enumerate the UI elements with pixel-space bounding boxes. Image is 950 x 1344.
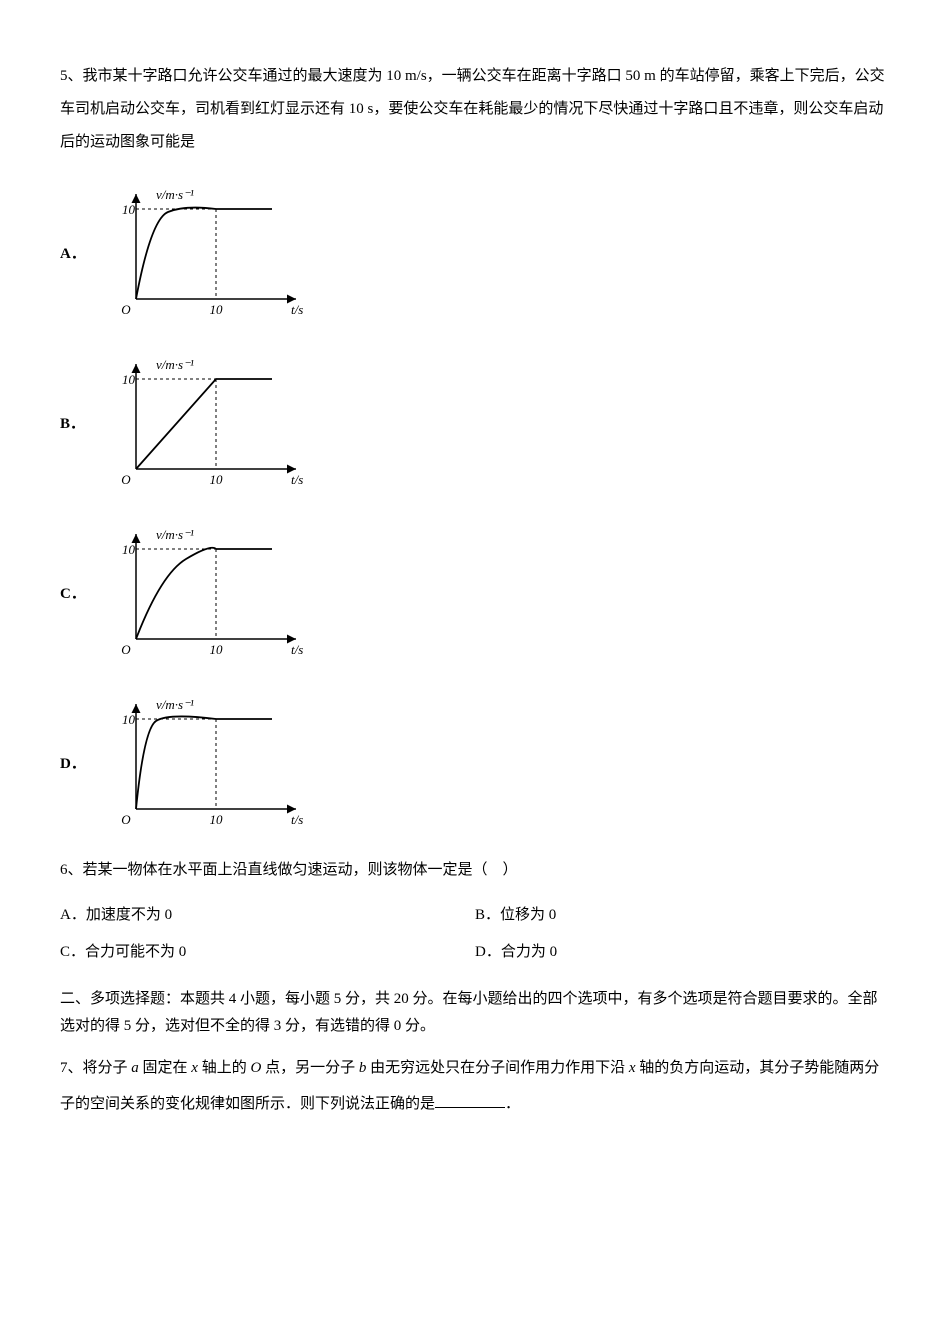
- q7-o: O: [250, 1060, 261, 1076]
- svg-text:10: 10: [210, 642, 224, 657]
- q5-option-a-label: A．: [60, 241, 88, 268]
- svg-text:t/s: t/s: [291, 642, 303, 657]
- svg-text:10: 10: [122, 202, 136, 217]
- svg-text:t/s: t/s: [291, 472, 303, 487]
- q7-blank: [435, 1107, 505, 1108]
- svg-text:v/m·s⁻¹: v/m·s⁻¹: [156, 187, 194, 202]
- svg-text:10: 10: [210, 302, 224, 317]
- q5-chart-d: O v/m·s⁻¹ t/s 10 10: [96, 689, 316, 839]
- svg-text:10: 10: [122, 372, 136, 387]
- q5-option-a-row: A． O v/m·s⁻¹ t/s 10 10: [60, 174, 890, 334]
- q5-chart-b: O v/m·s⁻¹ t/s 10 10: [96, 349, 316, 499]
- q6-option-a: A．加速度不为 0: [60, 902, 475, 929]
- q5-chart-c: O v/m·s⁻¹ t/s 10 10: [96, 519, 316, 669]
- q7-x2: x: [629, 1060, 636, 1076]
- svg-text:v/m·s⁻¹: v/m·s⁻¹: [156, 697, 194, 712]
- q7-p2: 固定在: [139, 1060, 192, 1076]
- svg-text:10: 10: [122, 542, 136, 557]
- section2-header: 二、多项选择题：本题共 4 小题，每小题 5 分，共 20 分。在每小题给出的四…: [60, 986, 890, 1040]
- q5-option-b-label: B．: [60, 411, 88, 438]
- q7-x: x: [191, 1060, 198, 1076]
- svg-text:10: 10: [210, 472, 224, 487]
- svg-text:10: 10: [122, 712, 136, 727]
- q6-option-c: C．合力可能不为 0: [60, 939, 475, 966]
- q5-text: 5、我市某十字路口允许公交车通过的最大速度为 10 m/s，一辆公交车在距离十字…: [60, 60, 890, 159]
- q5-option-d-row: D． O v/m·s⁻¹ t/s 10 10: [60, 684, 890, 844]
- svg-text:t/s: t/s: [291, 812, 303, 827]
- svg-text:v/m·s⁻¹: v/m·s⁻¹: [156, 527, 194, 542]
- q7-p4: 点，另一分子: [261, 1060, 359, 1076]
- svg-text:v/m·s⁻¹: v/m·s⁻¹: [156, 357, 194, 372]
- svg-text:O: O: [121, 642, 131, 657]
- q5-option-d-label: D．: [60, 751, 88, 778]
- q7-p5: 由无穷远处只在分子间作用力作用下沿: [366, 1060, 629, 1076]
- q6-option-b: B．位移为 0: [475, 902, 890, 929]
- q7-text: 7、将分子 a 固定在 x 轴上的 O 点，另一分子 b 由无穷远处只在分子间作…: [60, 1050, 890, 1122]
- q5-chart-a: O v/m·s⁻¹ t/s 10 10: [96, 179, 316, 329]
- svg-text:10: 10: [210, 812, 224, 827]
- q5-option-c-label: C．: [60, 581, 88, 608]
- q7-p3: 轴上的: [198, 1060, 251, 1076]
- q6-text: 6、若某一物体在水平面上沿直线做匀速运动，则该物体一定是（ ）: [60, 854, 890, 887]
- q5-option-c-row: C． O v/m·s⁻¹ t/s 10 10: [60, 514, 890, 674]
- q7-p1: 7、将分子: [60, 1060, 131, 1076]
- q5-option-b-row: B． O v/m·s⁻¹ t/s 10 10: [60, 344, 890, 504]
- svg-text:O: O: [121, 472, 131, 487]
- svg-text:t/s: t/s: [291, 302, 303, 317]
- svg-text:O: O: [121, 302, 131, 317]
- q6-option-d: D．合力为 0: [475, 939, 890, 966]
- q7-a: a: [131, 1060, 139, 1076]
- q6-options: A．加速度不为 0 B．位移为 0 C．合力可能不为 0 D．合力为 0: [60, 902, 890, 976]
- svg-text:O: O: [121, 812, 131, 827]
- q7-end: ．: [505, 1096, 520, 1112]
